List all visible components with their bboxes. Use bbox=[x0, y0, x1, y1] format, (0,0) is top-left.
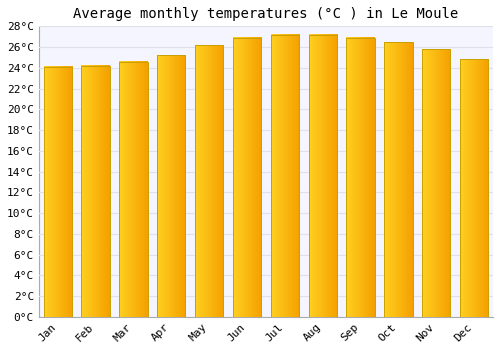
Bar bbox=[82, 66, 110, 317]
Title: Average monthly temperatures (°C ) in Le Moule: Average monthly temperatures (°C ) in Le… bbox=[74, 7, 458, 21]
Bar bbox=[44, 67, 72, 317]
Bar bbox=[157, 55, 186, 317]
Bar bbox=[422, 49, 450, 317]
Bar bbox=[346, 38, 375, 317]
Bar bbox=[119, 62, 148, 317]
Bar bbox=[233, 38, 261, 317]
Bar bbox=[195, 45, 224, 317]
Bar bbox=[460, 60, 488, 317]
Bar bbox=[384, 42, 412, 317]
Bar bbox=[308, 35, 337, 317]
Bar bbox=[270, 35, 299, 317]
